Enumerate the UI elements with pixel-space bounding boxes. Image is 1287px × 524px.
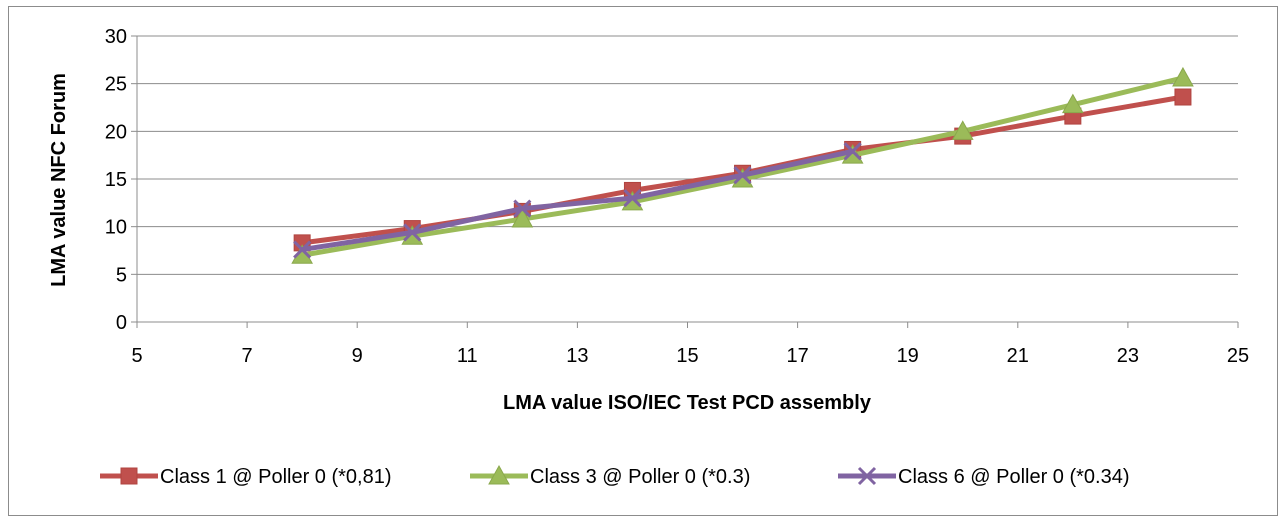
legend-marker [488, 464, 510, 485]
axes [131, 35, 1239, 328]
data-point [511, 208, 534, 228]
x-tick-label: 19 [897, 345, 919, 367]
data-point [623, 189, 642, 208]
x-tick-label: 13 [566, 345, 588, 367]
data-point [403, 223, 422, 242]
legend-item: Class 1 @ Poller 0 (*0,81) [100, 466, 392, 488]
legend: Class 1 @ Poller 0 (*0,81) Class 3 @ Poll… [100, 464, 1130, 488]
y-tick-label: 5 [116, 264, 127, 286]
data-point [951, 120, 974, 140]
data-point [1172, 66, 1194, 87]
y-tick-labels: 0 5 10 15 20 25 30 [105, 26, 127, 334]
x-tick-label: 21 [1007, 345, 1029, 367]
x-tick-label: 25 [1227, 345, 1249, 367]
series-2 [291, 66, 1194, 264]
y-tick-label: 0 [116, 312, 127, 334]
series-3 [293, 142, 862, 259]
x-tick-label: 7 [242, 345, 253, 367]
series-line [301, 148, 854, 253]
legend-label: Class 1 @ Poller 0 (*0,81) [160, 466, 392, 488]
legend-label: Class 6 @ Poller 0 (*0.34) [898, 466, 1130, 488]
x-tick-label: 5 [131, 345, 142, 367]
legend-item: Class 6 @ Poller 0 (*0.34) [838, 466, 1130, 488]
y-tick-label: 15 [105, 169, 127, 191]
y-tick-label: 20 [105, 121, 127, 143]
data-point [293, 240, 312, 259]
x-tick-label: 23 [1117, 345, 1139, 367]
y-tick-label: 10 [105, 217, 127, 239]
y-tick-label: 30 [105, 26, 127, 48]
data-point [733, 166, 752, 185]
gridlines [137, 35, 1238, 323]
data-point [513, 199, 532, 218]
chart-frame [8, 6, 1278, 516]
data-point [1062, 93, 1084, 114]
legend-marker [120, 467, 138, 485]
data-point [1174, 88, 1192, 106]
x-tick-label: 9 [352, 345, 363, 367]
legend-label: Class 3 @ Poller 0 (*0.3) [530, 466, 750, 488]
y-axis-title: LMA value NFC Forum [48, 73, 70, 287]
y-tick-label: 25 [105, 74, 127, 96]
x-axis-title: LMA value ISO/IEC Test PCD assembly [503, 392, 872, 414]
legend-marker [857, 466, 877, 486]
data-point [843, 142, 862, 161]
x-tick-label: 17 [786, 345, 808, 367]
legend-item: Class 3 @ Poller 0 (*0.3) [470, 464, 750, 488]
series-group [291, 66, 1194, 264]
x-tick-label: 15 [676, 345, 698, 367]
x-tick-label: 11 [457, 345, 478, 367]
x-tick-labels: 5 7 9 11 13 15 17 19 21 23 25 [131, 345, 1249, 367]
